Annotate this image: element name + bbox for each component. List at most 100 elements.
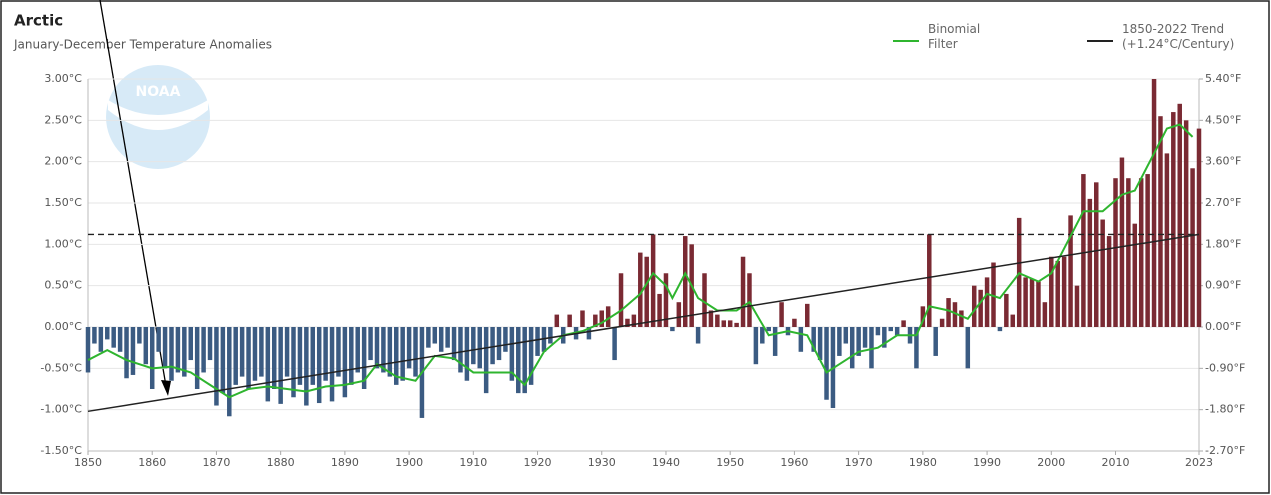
bar: [1113, 178, 1118, 327]
bar: [959, 310, 964, 327]
bar: [214, 327, 219, 406]
y2-tick-label: -2.70°F: [1205, 444, 1245, 457]
bar: [1177, 103, 1182, 327]
bar: [682, 236, 688, 327]
bar: [715, 314, 720, 327]
bar: [1094, 182, 1099, 327]
bar: [381, 327, 386, 373]
bar: [843, 327, 849, 344]
bar: [567, 314, 572, 327]
bar: [811, 327, 816, 352]
bar: [535, 327, 540, 356]
bar: [111, 327, 116, 348]
bar: [175, 327, 181, 373]
bar: [1106, 236, 1112, 327]
x-tick-label: 1880: [267, 456, 295, 469]
bar: [1055, 260, 1060, 327]
bar: [149, 327, 155, 389]
bar: [137, 327, 142, 344]
bar: [1190, 168, 1195, 327]
x-tick-label: 1920: [524, 456, 552, 469]
bar: [458, 327, 463, 373]
bar: [342, 327, 348, 398]
bar: [612, 327, 617, 361]
bar: [1158, 116, 1163, 327]
bar: [760, 327, 765, 344]
bar: [1004, 293, 1009, 327]
bar: [856, 327, 861, 356]
bar: [676, 302, 682, 327]
bar: [747, 273, 752, 327]
bar: [522, 327, 527, 394]
bar: [278, 327, 283, 404]
bar: [882, 327, 887, 348]
bar: [349, 327, 354, 385]
bar: [355, 327, 360, 373]
bar: [394, 327, 399, 385]
bar: [927, 234, 932, 327]
bar: [445, 327, 450, 348]
legend-filter-swatch: [893, 40, 919, 42]
y2-tick-label: 2.70°F: [1205, 196, 1241, 209]
noaa-logo: NOAA: [106, 65, 210, 169]
bar: [406, 327, 412, 369]
bar: [1119, 157, 1125, 327]
bar: [978, 289, 983, 327]
bar: [1010, 314, 1016, 327]
line-series: [87, 233, 1200, 413]
bar: [817, 327, 823, 361]
bar: [143, 327, 149, 365]
x-tick-label: 2000: [1037, 456, 1065, 469]
bar: [798, 327, 804, 352]
x-tick-label: 1850: [74, 456, 102, 469]
bar: [554, 314, 560, 327]
bar: [638, 252, 643, 327]
x-tick-label: 1970: [845, 456, 873, 469]
legend-filter: Binomial Filter: [928, 22, 981, 51]
bar: [124, 327, 129, 379]
bar: [413, 327, 418, 377]
bar: [837, 327, 842, 356]
bar: [984, 277, 990, 327]
bar: [471, 327, 476, 365]
bar: [207, 327, 213, 361]
line-series: [87, 123, 1194, 399]
bar: [734, 322, 739, 327]
bar: [1061, 256, 1067, 327]
bar: [792, 318, 797, 327]
bar: [451, 327, 457, 361]
bar: [1068, 215, 1073, 327]
y-tick-label: 1.00°C: [44, 237, 82, 250]
bar: [702, 273, 707, 327]
bar: [239, 327, 245, 377]
y2-tick-label: -1.80°F: [1205, 403, 1245, 416]
bar: [188, 327, 193, 361]
bar: [117, 327, 123, 352]
bar: [169, 327, 174, 381]
legend-trend-swatch: [1087, 40, 1113, 42]
bar: [721, 320, 727, 327]
bar: [605, 306, 611, 327]
bar: [548, 327, 553, 344]
bar: [1100, 219, 1105, 327]
bar: [599, 310, 605, 327]
bar: [593, 314, 598, 327]
bar: [528, 327, 534, 385]
x-tick-label: 2023: [1185, 456, 1213, 469]
bar: [271, 327, 277, 389]
bar: [252, 327, 258, 381]
bar: [670, 327, 675, 332]
bar: [297, 327, 303, 385]
bar: [965, 327, 971, 369]
bar: [432, 327, 438, 344]
bar: [772, 327, 778, 356]
x-tick-label: 1930: [588, 456, 616, 469]
bar: [496, 327, 502, 361]
x-tick-label: 1940: [652, 456, 680, 469]
y-tick-label: 2.00°C: [44, 155, 82, 168]
bar: [1138, 178, 1144, 327]
bar: [316, 327, 322, 404]
y-tick-label: -1.00°C: [40, 403, 82, 416]
